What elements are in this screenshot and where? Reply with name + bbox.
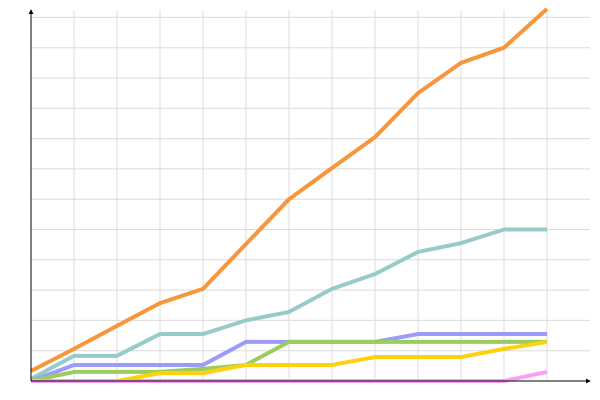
series-line [30,227,547,381]
series-line [30,339,547,383]
series-line [30,7,549,373]
grid [31,10,590,381]
